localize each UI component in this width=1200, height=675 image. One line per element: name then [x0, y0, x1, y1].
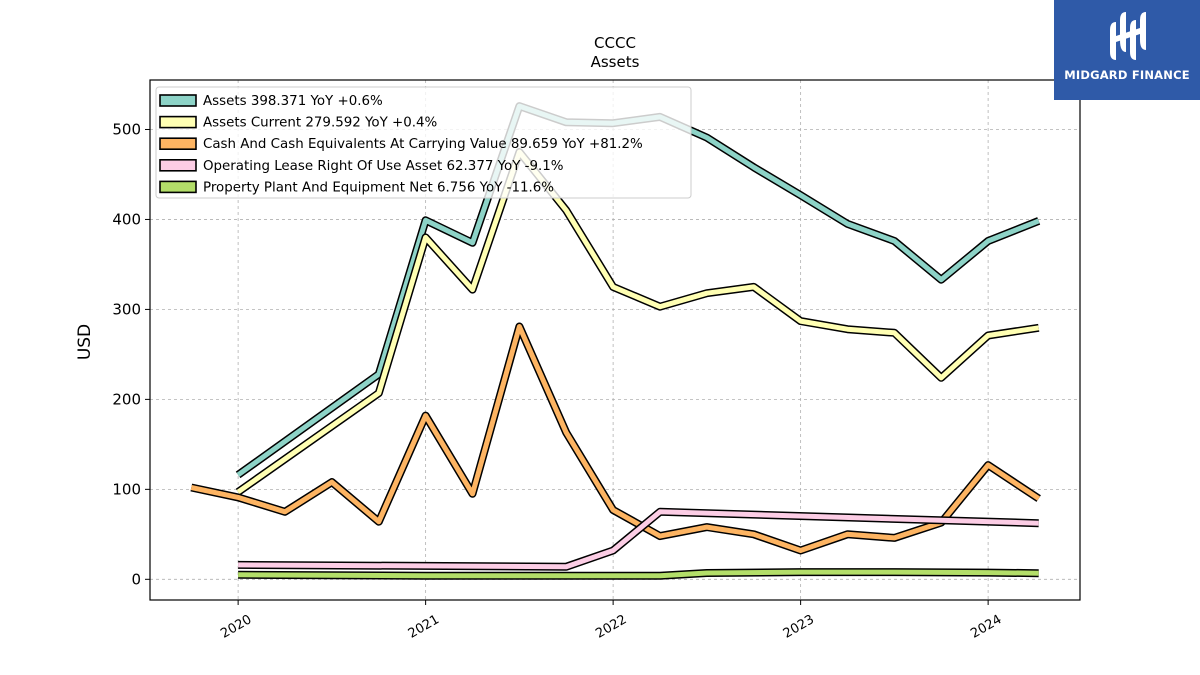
y-tick-label: 500 [112, 120, 141, 138]
legend-label: Property Plant And Equipment Net 6.756 Y… [203, 180, 554, 195]
legend-label: Assets Current 279.592 YoY +0.4% [203, 116, 437, 131]
series-line [238, 569, 1039, 579]
series-line [190, 324, 1041, 553]
legend-swatch [159, 159, 197, 172]
y-tick-label: 400 [112, 210, 141, 228]
legend-swatch [159, 180, 197, 194]
chart-title: CCCC [594, 34, 636, 52]
brand-logo [1054, 0, 1200, 100]
legend: Assets 398.371 YoY +0.6% Assets Current 2… [155, 86, 692, 199]
y-tick-label: 0 [131, 570, 141, 588]
brand-name: MIDGARD FINANCE [1064, 68, 1190, 82]
y-tick-label: 300 [112, 300, 141, 318]
series-outline [235, 148, 1040, 496]
x-tick-label: 2024 [968, 612, 1004, 642]
legend-swatch [159, 137, 197, 150]
y-tick-label: 100 [112, 480, 141, 498]
legend-swatch [159, 115, 197, 129]
legend-label: Assets 398.371 YoY +0.6% [203, 94, 383, 109]
chart-subtitle: Assets [591, 53, 640, 71]
y-tick-label: 200 [112, 390, 141, 408]
series-line [236, 149, 1040, 495]
brand-mark-icon [1110, 12, 1146, 60]
legend-frame [155, 86, 692, 199]
series-lines [190, 102, 1041, 580]
plot-frame [149, 79, 1081, 601]
series-line [238, 509, 1039, 570]
legend-label: Operating Lease Right Of Use Asset 62.37… [203, 159, 564, 174]
x-tick-label: 2022 [593, 612, 629, 642]
y-axis-label: USD [75, 324, 95, 360]
x-tick-label: 2020 [218, 612, 254, 642]
x-tick-label: 2021 [406, 612, 442, 642]
x-tick-label: 2023 [781, 612, 817, 642]
legend-swatch [159, 94, 197, 107]
legend-label: Cash And Cash Equivalents At Carrying Va… [203, 137, 643, 152]
